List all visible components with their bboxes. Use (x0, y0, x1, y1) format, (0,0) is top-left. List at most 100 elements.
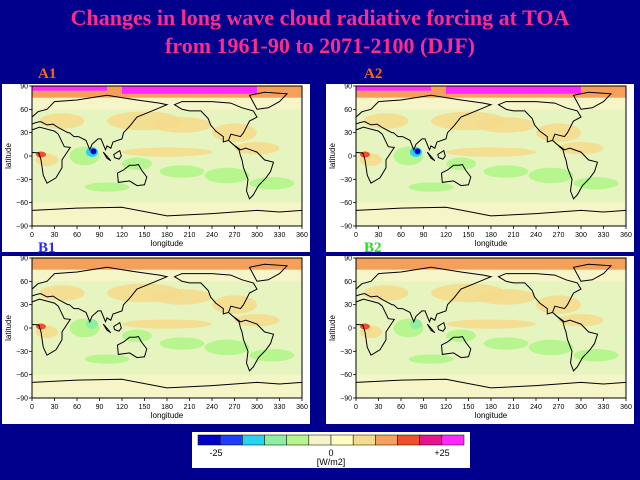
x-tick-label: 300 (575, 232, 587, 239)
colorbar-unit: [W/m2] (317, 457, 346, 467)
colorbar-swatch (286, 434, 310, 446)
colorbar-swatch (197, 434, 221, 446)
x-tick-label: 150 (139, 404, 151, 411)
x-tick-label: 30 (51, 404, 59, 411)
panel-label-a1: A1 (38, 66, 57, 82)
coastline (426, 151, 436, 162)
colorbar-swatch (352, 434, 376, 446)
x-tick-label: 300 (251, 232, 263, 239)
coastline (32, 266, 169, 324)
x-tick-label: 210 (184, 232, 196, 239)
colorbar-swatch (375, 434, 398, 446)
coastline (32, 94, 169, 152)
x-tick-label: 330 (598, 232, 610, 239)
map-svg: 0 30 60 90 120 150 180 210 240 270 300 330 360906030… (328, 256, 632, 421)
x-tick-label: 330 (274, 404, 286, 411)
arctic-maximum (122, 258, 257, 266)
x-tick-label: 90 (420, 404, 428, 411)
x-axis-label: longitude (151, 239, 184, 248)
coastline (248, 91, 289, 110)
colorbar-swatch (264, 434, 287, 446)
coastline (426, 323, 436, 334)
coastline (228, 140, 275, 200)
coastline (497, 273, 582, 315)
y-axis-label: latitude (328, 315, 337, 341)
y-tick-label: −90 (16, 396, 28, 403)
x-tick-label: 90 (420, 232, 428, 239)
colorbar: -25 0 +25 [W/m2] (192, 432, 470, 468)
y-tick-label: −90 (16, 224, 28, 231)
x-tick-label: 90 (96, 232, 104, 239)
colorbar-swatch (441, 434, 465, 446)
x-tick-label: 0 (30, 232, 34, 239)
colorbar-tick-zero: 0 (328, 448, 333, 458)
y-tick-label: 30 (344, 302, 352, 309)
x-tick-label: 120 (116, 232, 128, 239)
colorbar-swatch (397, 434, 420, 446)
y-tick-label: −60 (340, 200, 352, 207)
colorbar-swatch (242, 434, 265, 446)
coastline (552, 312, 599, 372)
coastline (437, 149, 446, 160)
y-tick-label: 0 (348, 326, 352, 333)
colorbar-tick-min: -25 (209, 448, 222, 458)
x-tick-label: 150 (139, 232, 151, 239)
title-line-1: Changes in long wave cloud radiative for… (70, 5, 570, 30)
x-tick-label: 270 (553, 404, 565, 411)
coastline (572, 91, 613, 110)
y-tick-label: 90 (344, 84, 352, 91)
panel-label-b1: B1 (38, 240, 56, 256)
x-tick-label: 30 (375, 232, 383, 239)
coastline (552, 140, 599, 200)
coastline (102, 323, 112, 334)
coastline (248, 263, 289, 282)
x-tick-label: 240 (530, 232, 542, 239)
x-tick-label: 150 (463, 232, 475, 239)
coastline (572, 263, 613, 282)
x-tick-label: 210 (508, 232, 520, 239)
x-tick-label: 180 (161, 232, 173, 239)
x-tick-label: 360 (620, 232, 632, 239)
x-tick-label: 0 (354, 404, 358, 411)
y-tick-label: −60 (16, 372, 28, 379)
coastline (356, 378, 626, 398)
colorbar-graphic: -25 0 +25 [W/m2] (197, 434, 465, 467)
x-tick-label: 180 (485, 232, 497, 239)
figure-title: Changes in long wave cloud radiative for… (0, 4, 640, 60)
y-tick-label: −90 (340, 224, 352, 231)
y-tick-label: 60 (20, 279, 28, 286)
coastline (32, 378, 302, 398)
x-tick-label: 270 (229, 404, 241, 411)
x-tick-label: 30 (51, 232, 59, 239)
x-tick-label: 60 (397, 404, 405, 411)
y-tick-label: 90 (20, 256, 28, 263)
x-tick-label: 270 (229, 232, 241, 239)
y-tick-label: 0 (24, 326, 28, 333)
y-tick-label: 90 (20, 84, 28, 91)
x-tick-label: 120 (440, 404, 452, 411)
x-tick-label: 360 (296, 404, 308, 411)
map-panel-b1: 0 30 60 90 120 150 180 210 240 270 300 330 360 90 60 30… (2, 256, 310, 424)
x-tick-label: 180 (161, 404, 173, 411)
x-axis-label: longitude (475, 411, 508, 420)
x-tick-label: 60 (73, 404, 81, 411)
x-tick-label: 240 (206, 404, 218, 411)
coastline (497, 101, 582, 143)
coastline (356, 298, 396, 356)
colorbar-swatch (330, 434, 354, 446)
x-tick-label: 180 (485, 404, 497, 411)
x-tick-label: 360 (296, 232, 308, 239)
x-tick-label: 120 (116, 404, 128, 411)
y-tick-label: 60 (344, 279, 352, 286)
x-tick-label: 330 (598, 404, 610, 411)
map-panel-b2: 0 30 60 90 120 150 180 210 240 270 300 330 360 90 60 30… (326, 256, 634, 424)
title-line-2: from 1961-90 to 2071-2100 (DJF) (165, 33, 475, 58)
y-axis-label: latitude (4, 143, 13, 169)
x-tick-label: 240 (206, 232, 218, 239)
x-tick-label: 210 (184, 404, 196, 411)
x-axis-label: longitude (151, 411, 184, 420)
x-tick-label: 150 (463, 404, 475, 411)
x-tick-label: 330 (274, 232, 286, 239)
y-tick-label: −60 (340, 372, 352, 379)
arctic-maximum (446, 258, 581, 266)
